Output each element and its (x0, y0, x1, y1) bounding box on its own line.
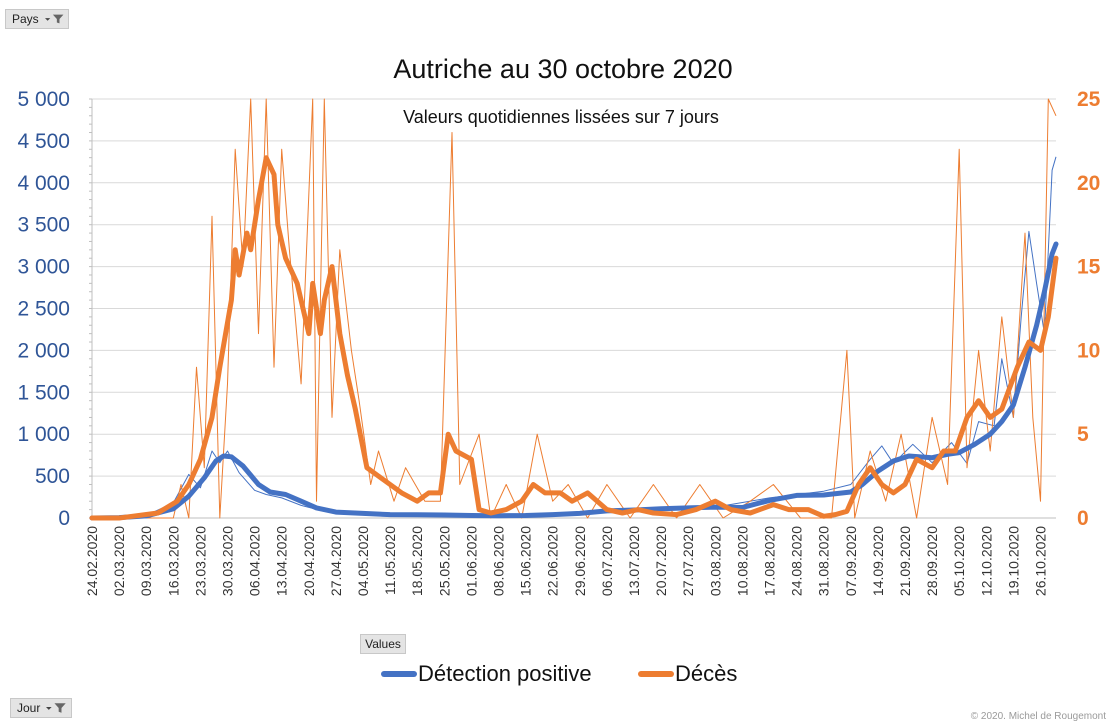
x-tick-label: 12.10.2020 (978, 526, 994, 596)
x-tick-label: 29.06.2020 (572, 526, 588, 596)
y-axis-right-labels: 0 5 10 15 20 25 (1077, 88, 1101, 530)
y-right-tick-label: 0 (1077, 507, 1089, 530)
x-tick-label: 08.06.2020 (491, 526, 507, 596)
x-tick-label: 15.06.2020 (518, 526, 534, 596)
jour-filter-label: Jour (17, 701, 41, 715)
y-left-tick-label: 2 500 (17, 298, 70, 321)
legend-label-deces: Décès (675, 661, 737, 686)
x-tick-label: 02.03.2020 (111, 526, 127, 596)
x-tick-label: 03.08.2020 (707, 526, 723, 596)
y-right-tick-label: 15 (1077, 256, 1101, 279)
x-tick-label: 06.07.2020 (599, 526, 615, 596)
x-tick-label: 16.03.2020 (165, 526, 181, 596)
x-axis-labels: 24.02.2020 02.03.2020 09.03.2020 16.03.2020… (84, 526, 1049, 596)
x-tick-label: 06.04.2020 (247, 526, 263, 596)
x-tick-label: 04.05.2020 (355, 526, 371, 596)
y-left-tick-label: 4 500 (17, 130, 70, 153)
x-tick-label: 21.09.2020 (897, 526, 913, 596)
y-axis-left-labels: 0 500 1 000 1 500 2 000 2 500 3 000 3 500 4 000 4… (17, 88, 70, 530)
x-tick-label: 13.07.2020 (626, 526, 642, 596)
x-tick-label: 14.09.2020 (870, 526, 886, 596)
legend: Détection positive Décès (381, 661, 737, 686)
x-tick-label: 01.06.2020 (463, 526, 479, 596)
y-right-tick-label: 10 (1077, 339, 1100, 362)
filter-icon (46, 703, 67, 713)
detection-smoothed-line (89, 241, 1059, 521)
x-tick-label: 23.03.2020 (192, 526, 208, 596)
chart-title: Autriche au 30 octobre 2020 (393, 54, 732, 84)
x-tick-label: 30.03.2020 (220, 526, 236, 596)
x-tick-label: 09.03.2020 (138, 526, 154, 596)
x-tick-label: 24.02.2020 (84, 526, 100, 596)
x-tick-label: 11.05.2020 (382, 526, 398, 595)
y-left-tick-label: 3 500 (17, 214, 70, 237)
x-tick-label: 10.08.2020 (734, 526, 750, 596)
x-tick-label: 05.10.2020 (951, 526, 967, 596)
x-tick-label: 17.08.2020 (762, 526, 778, 596)
series-smoothed (89, 155, 1059, 521)
y-right-tick-label: 5 (1077, 423, 1089, 446)
x-tick-label: 26.10.2020 (1033, 526, 1049, 596)
y-right-tick-label: 25 (1077, 88, 1101, 111)
x-tick-label: 27.04.2020 (328, 526, 344, 596)
pays-filter-button[interactable]: Pays (5, 9, 69, 29)
chart-subtitle: Valeurs quotidiennes lissées sur 7 jours (403, 107, 719, 127)
pays-filter-label: Pays (12, 12, 39, 26)
y-left-tick-label: 3 000 (17, 256, 70, 279)
x-tick-label: 27.07.2020 (680, 526, 696, 596)
y-left-tick-label: 5 000 (17, 88, 70, 111)
y-left-tick-label: 1 500 (17, 381, 70, 404)
x-tick-label: 24.08.2020 (789, 526, 805, 596)
x-tick-label: 22.06.2020 (545, 526, 561, 596)
x-tick-label: 28.09.2020 (924, 526, 940, 596)
values-field-button[interactable]: Values (360, 634, 406, 654)
copyright-notice: © 2020. Michel de Rougemont (970, 711, 1106, 722)
y-left-tick-label: 2 000 (17, 339, 70, 362)
x-tick-label: 20.04.2020 (301, 526, 317, 596)
y-right-tick-label: 20 (1077, 172, 1100, 195)
y-left-tick-label: 1 000 (17, 423, 70, 446)
y-left-tick-label: 500 (35, 465, 70, 488)
x-tick-label: 13.04.2020 (274, 526, 290, 596)
deces-smoothed-line (89, 155, 1059, 521)
x-tick-label: 20.07.2020 (653, 526, 669, 596)
jour-filter-button[interactable]: Jour (10, 698, 72, 718)
x-tick-label: 18.05.2020 (409, 526, 425, 596)
x-tick-label: 19.10.2020 (1005, 526, 1021, 596)
filter-icon (44, 14, 64, 24)
x-tick-label: 25.05.2020 (436, 526, 452, 596)
x-tick-label: 31.08.2020 (816, 526, 832, 596)
y-left-tick-label: 0 (58, 507, 70, 530)
y-left-tick-label: 4 000 (17, 172, 70, 195)
legend-label-detection: Détection positive (418, 661, 592, 686)
values-field-label: Values (365, 637, 401, 651)
x-tick-label: 07.09.2020 (843, 526, 859, 596)
